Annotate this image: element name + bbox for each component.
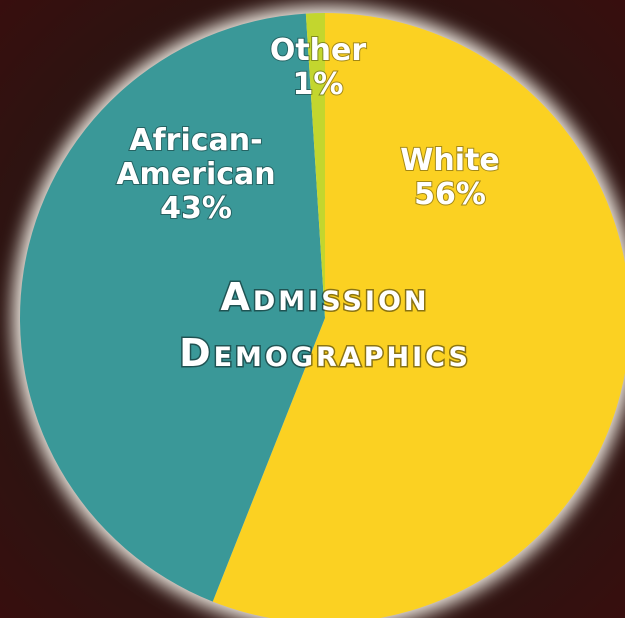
chart: White56%African-American43%Other1%Admiss… xyxy=(0,0,625,618)
slice-value-label: 56% xyxy=(414,177,486,212)
page: {"chart_data": {"type": "pie", "title": … xyxy=(0,0,625,618)
slice-label: Other xyxy=(270,33,367,68)
slice-label: African-American xyxy=(116,123,275,192)
slice-label: White xyxy=(400,143,499,178)
slice-value-label: 1% xyxy=(293,67,344,102)
slice-value-label: 43% xyxy=(160,191,232,226)
